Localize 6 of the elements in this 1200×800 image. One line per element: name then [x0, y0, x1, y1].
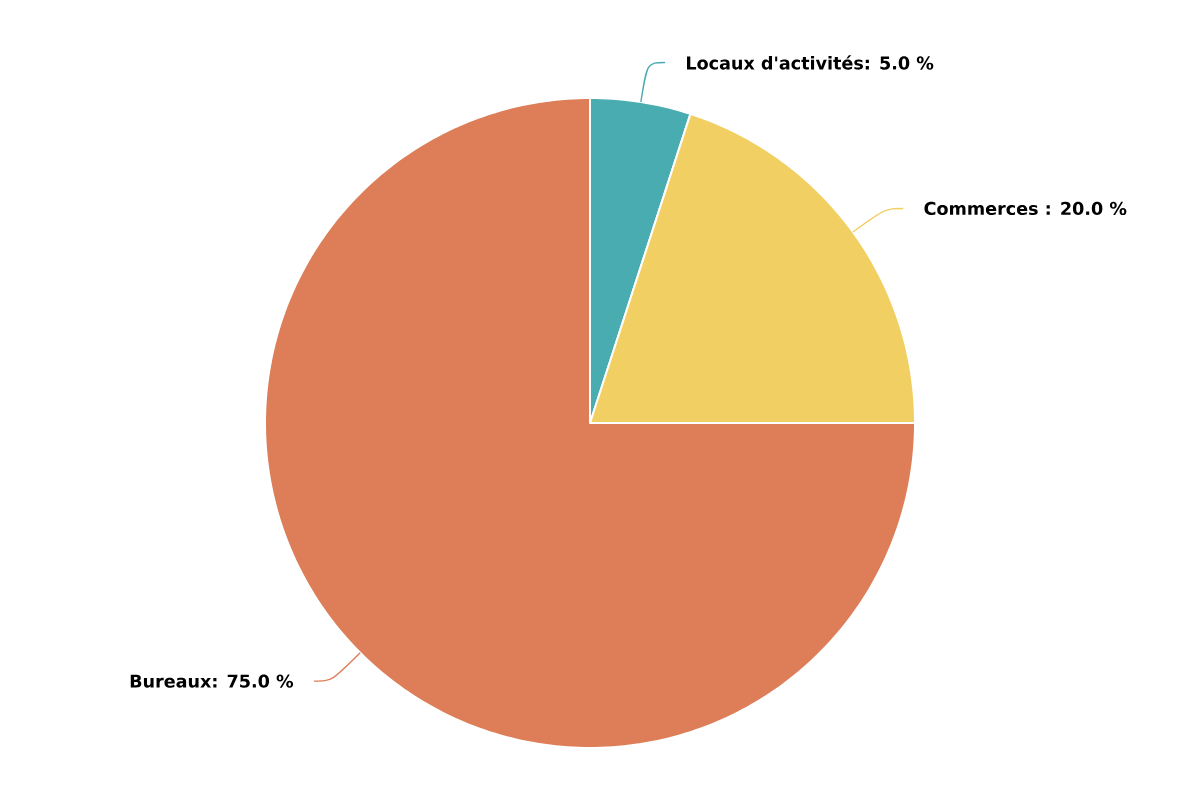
slice-label: Locaux d'activités: [687, 55, 864, 70]
legend-label: Commerces: [924, 201, 1038, 216]
data-label: : 5.0 %: [865, 56, 934, 70]
data-label: : 75.0 %: [213, 674, 294, 688]
data-label: : 20.0 %: [1046, 201, 1127, 216]
slice-label: Bureaux: [130, 674, 212, 688]
